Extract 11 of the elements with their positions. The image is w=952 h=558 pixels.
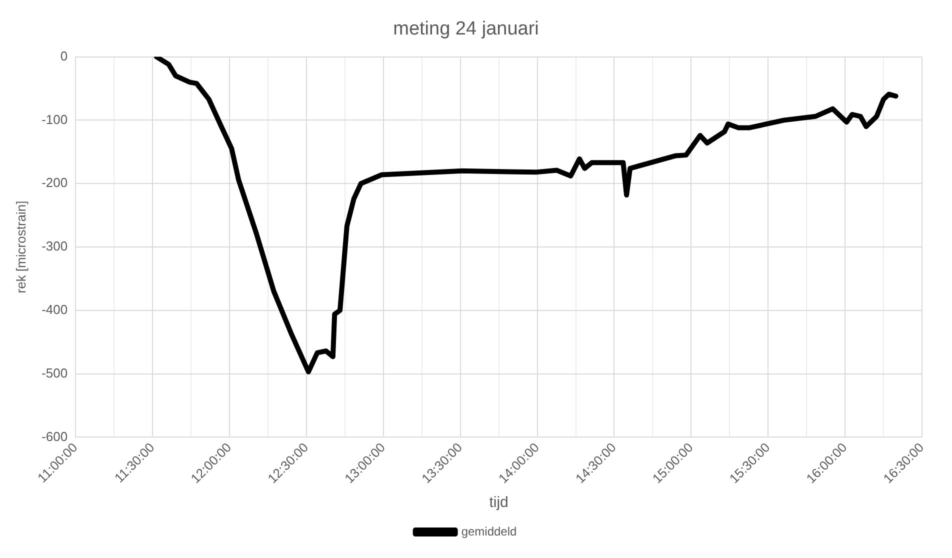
y-tick-label: -600 [42,428,68,444]
y-tick-label: -100 [42,112,68,127]
y-tick-label: -300 [42,238,68,254]
y-tick-label: -200 [42,175,68,190]
legend-label: gemiddeld [461,524,517,538]
y-axis-title: rek [microstrain] [13,200,28,294]
chart-title: meting 24 januari [393,18,539,40]
x-axis-title: tijd [489,494,508,512]
y-tick-label: -400 [42,302,68,317]
y-tick-label: 0 [60,48,68,64]
y-tick-label: -500 [42,365,68,380]
